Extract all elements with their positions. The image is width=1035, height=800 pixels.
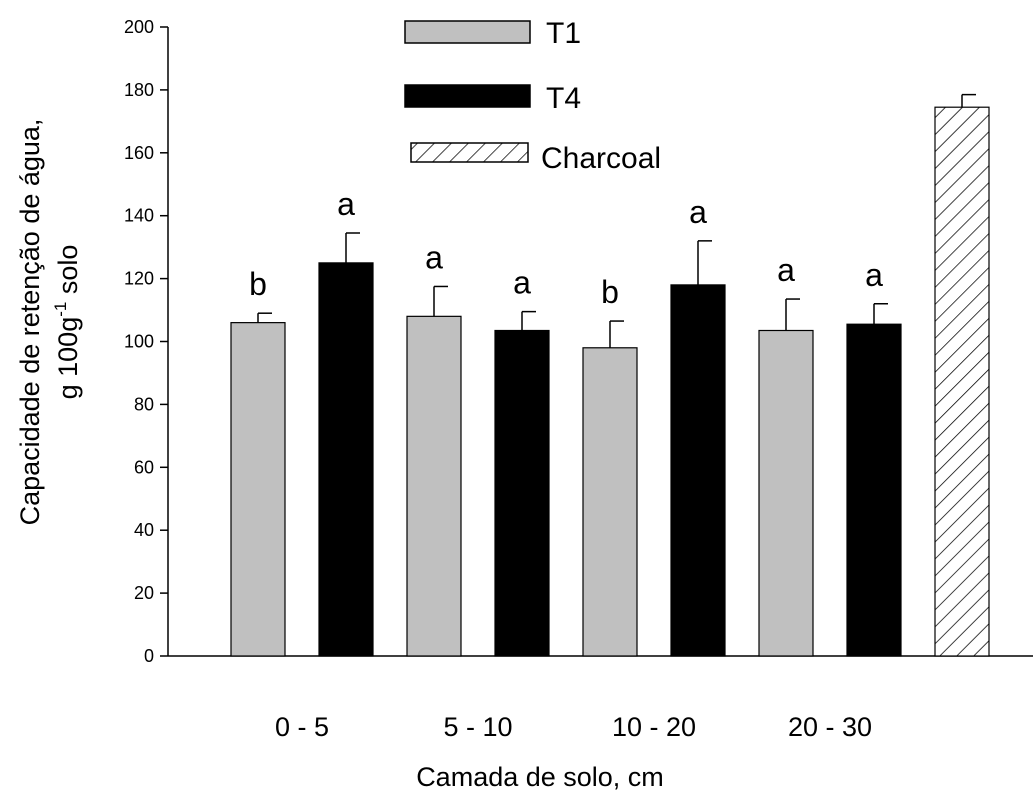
bars: b a a a b a a a [230, 93, 990, 657]
bar-t4-3 [846, 323, 902, 657]
x-category-label: 5 - 10 [443, 712, 512, 742]
y-tick-label: 200 [124, 17, 154, 37]
significance-label: a [337, 186, 355, 222]
category-labels: 0 - 5 5 - 10 10 - 20 20 - 30 [275, 712, 872, 742]
y-axis-title-superscript: -1 [51, 302, 70, 317]
y-axis: 0 20 40 60 80 100 120 140 160 180 200 [124, 17, 169, 666]
legend: T1 T4 Charcoal [404, 17, 661, 175]
y-axis-title-line2: g 100g-1 solo [51, 245, 83, 400]
x-category-label: 20 - 30 [788, 712, 872, 742]
significance-label: a [689, 194, 707, 230]
y-axis-title-suffix: solo [53, 245, 83, 302]
bar-t4-2 [670, 284, 726, 657]
bar-t1-0 [230, 322, 286, 657]
bar-t1-2 [582, 347, 638, 657]
legend-label-charcoal: Charcoal [541, 142, 661, 175]
bar-t1-1 [406, 315, 462, 657]
y-tick-label: 180 [124, 80, 154, 100]
x-category-label: 10 - 20 [612, 712, 696, 742]
y-tick-label: 20 [134, 583, 154, 603]
significance-label: b [249, 266, 267, 302]
legend-swatch-t1 [404, 20, 531, 44]
legend-label-t1: T1 [546, 17, 581, 50]
y-tick-label: 100 [124, 332, 154, 352]
y-axis-title: Capacidade de retenção de água, g 100g-1… [15, 119, 83, 526]
y-axis-title-line1: Capacidade de retenção de água, [15, 119, 45, 526]
bar-t4-1 [494, 329, 550, 657]
x-category-label: 0 - 5 [275, 712, 329, 742]
legend-swatch-t4 [404, 84, 531, 108]
legend-label-t4: T4 [546, 82, 581, 115]
legend-swatch-charcoal [410, 142, 529, 163]
y-tick-label: 60 [134, 457, 154, 477]
bar-t1-3 [758, 329, 814, 657]
y-axis-title-prefix: g 100g [53, 317, 83, 400]
y-tick-label: 120 [124, 269, 154, 289]
significance-label: b [601, 274, 619, 310]
y-tick-label: 160 [124, 143, 154, 163]
x-axis-title: Camada de solo, cm [416, 762, 664, 792]
y-tick-label: 40 [134, 520, 154, 540]
y-tick-label: 0 [144, 646, 154, 666]
significance-label: a [865, 257, 883, 293]
bar-t4-0 [318, 262, 374, 657]
significance-label: a [425, 239, 443, 275]
bar-charcoal-0 [934, 106, 990, 657]
significance-label: a [513, 265, 531, 301]
y-tick-label: 80 [134, 394, 154, 414]
significance-label: a [777, 252, 795, 288]
y-tick-label: 140 [124, 206, 154, 226]
